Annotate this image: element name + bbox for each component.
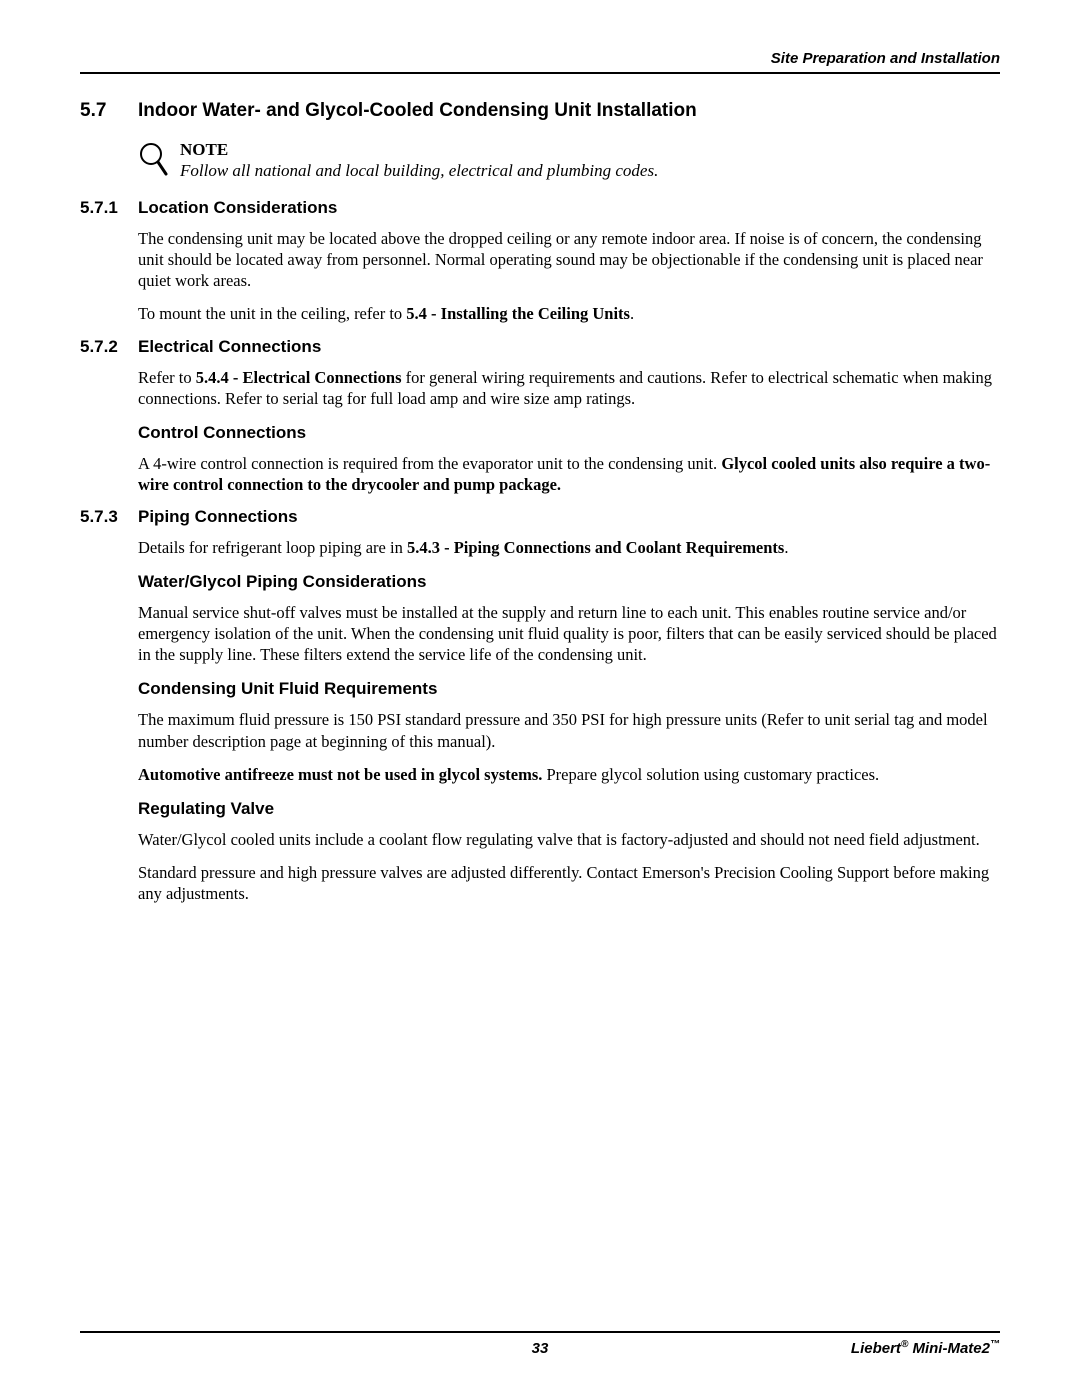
model: Mini-Mate2 [908,1340,990,1357]
heading-control-connections: Control Connections [138,423,1000,443]
page-footer: 33 Liebert® Mini-Mate2™ [80,1331,1000,1357]
para-571-2: To mount the unit in the ceiling, refer … [138,303,1000,324]
subsection-title: Electrical Connections [138,337,321,357]
para-573-4: Automotive antifreeze must not be used i… [138,764,1000,785]
para-572-2: A 4-wire control connection is required … [138,453,1000,495]
ref-5-4-3: 5.4.3 - Piping Connections and Coolant R… [407,538,784,557]
para-573-3: The maximum fluid pressure is 150 PSI st… [138,709,1000,751]
text: Refer to [138,368,196,387]
subsection-number: 5.7.1 [80,198,138,218]
note-block: NOTE Follow all national and local build… [138,140,1000,182]
section-number: 5.7 [80,100,138,122]
trademark-icon: ™ [990,1339,1000,1350]
para-571-1: The condensing unit may be located above… [138,228,1000,291]
heading-fluid-req: Condensing Unit Fluid Requirements [138,679,1000,699]
note-label: NOTE [180,140,658,160]
ref-5-4-4: 5.4.4 - Electrical Connections [196,368,402,387]
para-573-1: Details for refrigerant loop piping are … [138,537,1000,558]
text: To mount the unit in the ceiling, refer … [138,304,406,323]
subsection-5-7-1: 5.7.1 Location Considerations [80,198,1000,218]
text: Details for refrigerant loop piping are … [138,538,407,557]
para-573-2: Manual service shut-off valves must be i… [138,602,1000,665]
subsection-5-7-3: 5.7.3 Piping Connections [80,507,1000,527]
subsection-5-7-2: 5.7.2 Electrical Connections [80,337,1000,357]
text: . [630,304,634,323]
bold-antifreeze: Automotive antifreeze must not be used i… [138,765,542,784]
para-573-5: Water/Glycol cooled units include a cool… [138,829,1000,850]
brand: Liebert [851,1340,901,1357]
page-header: Site Preparation and Installation [80,50,1000,74]
page-number: 33 [532,1340,549,1357]
subsection-number: 5.7.3 [80,507,138,527]
para-573-6: Standard pressure and high pressure valv… [138,862,1000,904]
heading-water-glycol: Water/Glycol Piping Considerations [138,572,1000,592]
magnifier-icon [138,142,168,181]
para-572-1: Refer to 5.4.4 - Electrical Connections … [138,367,1000,409]
subsection-title: Piping Connections [138,507,298,527]
section-title: Indoor Water- and Glycol-Cooled Condensi… [138,100,697,122]
product-name: Liebert® Mini-Mate2™ [851,1339,1000,1357]
header-title: Site Preparation and Installation [771,50,1000,67]
heading-regulating-valve: Regulating Valve [138,799,1000,819]
text: A 4-wire control connection is required … [138,454,721,473]
note-text: Follow all national and local building, … [180,161,658,180]
subsection-title: Location Considerations [138,198,337,218]
text: Prepare glycol solution using customary … [542,765,879,784]
section-5-7: 5.7 Indoor Water- and Glycol-Cooled Cond… [80,100,1000,122]
ref-5-4: 5.4 - Installing the Ceiling Units [406,304,630,323]
note-content: NOTE Follow all national and local build… [180,140,658,182]
subsection-number: 5.7.2 [80,337,138,357]
text: . [784,538,788,557]
